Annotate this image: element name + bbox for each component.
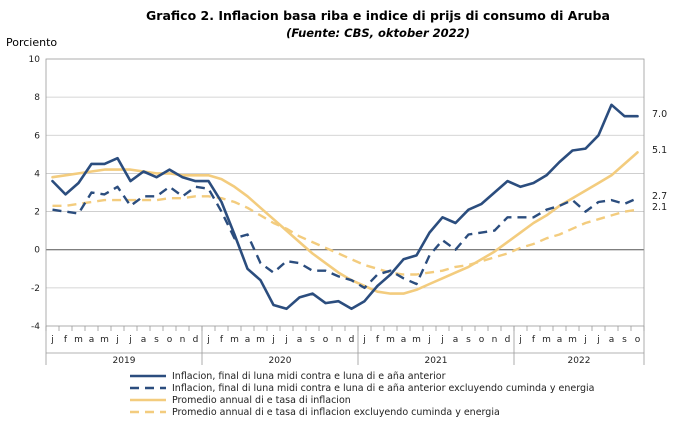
end-labels: 7.0 5.1 2.72.1 — [652, 109, 667, 213]
x-tick-label: m — [230, 335, 239, 345]
x-tick-label: m — [542, 335, 551, 345]
x-tick-label: a — [245, 335, 251, 345]
x-tick-label: j — [362, 335, 366, 345]
legend: Inflacion, final di luna midi contra e l… — [130, 371, 594, 418]
x-tick-label: a — [401, 335, 407, 345]
x-tick-label: j — [115, 335, 119, 345]
x-tick-label: j — [284, 335, 288, 345]
x-tick-label: o — [479, 335, 485, 345]
x-tick-label: f — [220, 335, 224, 345]
x-tick-label: n — [180, 335, 186, 345]
end-value-label: 5.1 — [652, 145, 667, 156]
x-tick-label: j — [583, 335, 587, 345]
y-tick-label: 0 — [34, 246, 40, 256]
legend-entry: Promedio annual di e tasa di inflacion — [172, 395, 351, 406]
series-line-3 — [51, 151, 639, 295]
year-label: 2022 — [568, 356, 591, 366]
x-tick-label: a — [609, 335, 615, 345]
x-tick-label: o — [167, 335, 173, 345]
end-value-label: 7.0 — [652, 109, 667, 120]
x-tick-label: m — [386, 335, 395, 345]
x-tick-label: m — [568, 335, 577, 345]
end-value-label: 2.7 — [652, 191, 667, 202]
x-tick-label: d — [193, 335, 199, 345]
y-tick-label: 6 — [34, 131, 40, 141]
series-lines — [51, 103, 639, 311]
x-tick-label: j — [206, 335, 210, 345]
series-line-1 — [51, 103, 639, 311]
x-tick-label: o — [323, 335, 329, 345]
year-label: 2019 — [113, 356, 136, 366]
x-tick-label: s — [466, 335, 471, 345]
x-tick-label: a — [557, 335, 563, 345]
legend-entry: Inflacion, final di luna midi contra e l… — [172, 383, 594, 394]
x-tick-label: s — [310, 335, 315, 345]
y-tick-label: 10 — [29, 55, 41, 65]
y-tick-labels: -4 -2 0 2 4 6 8 10 — [29, 55, 41, 332]
x-tick-label: j — [440, 335, 444, 345]
x-tick-label: n — [336, 335, 342, 345]
x-tick-label: n — [492, 335, 498, 345]
x-tick-label: f — [376, 335, 380, 345]
x-tick-label: j — [271, 335, 275, 345]
x-tick-label: f — [64, 335, 68, 345]
series-line-2 — [52, 185, 638, 290]
x-tick-label: j — [518, 335, 522, 345]
x-tick-label: a — [89, 335, 95, 345]
legend-entry: Promedio annual di e tasa di inflacion e… — [172, 407, 500, 418]
y-tick-label: 4 — [34, 169, 40, 179]
y-tick-label: -4 — [31, 322, 40, 332]
x-tick-label: m — [100, 335, 109, 345]
x-tick-label: o — [635, 335, 641, 345]
x-tick-label: j — [427, 335, 431, 345]
gridlines — [46, 96, 644, 289]
y-tick-label: 2 — [34, 208, 40, 218]
y-axis-label: Porciento — [6, 36, 57, 49]
y-tick-label: -2 — [31, 284, 40, 294]
x-tick-label: d — [505, 335, 511, 345]
x-tick-label: a — [453, 335, 459, 345]
x-tick-label: d — [349, 335, 355, 345]
x-tick-label: s — [622, 335, 627, 345]
x-tick-label: j — [128, 335, 132, 345]
x-tick-label: j — [596, 335, 600, 345]
x-tick-label: f — [532, 335, 536, 345]
x-tick-label: m — [256, 335, 265, 345]
end-value-label: 2.1 — [652, 202, 667, 213]
year-label: 2021 — [425, 356, 448, 366]
x-tick-label: a — [141, 335, 147, 345]
chart-subtitle: (Fuente: CBS, oktober 2022) — [286, 26, 470, 40]
x-tick-label: m — [74, 335, 83, 345]
y-tick-label: 8 — [34, 93, 40, 103]
x-tick-label: s — [154, 335, 159, 345]
legend-entry: Inflacion, final di luna midi contra e l… — [172, 371, 446, 382]
plot-frame — [45, 58, 645, 327]
x-tick-label: j — [50, 335, 54, 345]
chart-title: Grafico 2. Inflacion basa riba e indice … — [146, 8, 610, 23]
series-line-4 — [52, 195, 638, 276]
x-tick-label: a — [297, 335, 303, 345]
year-label: 2020 — [269, 356, 292, 366]
x-tick-label: m — [412, 335, 421, 345]
